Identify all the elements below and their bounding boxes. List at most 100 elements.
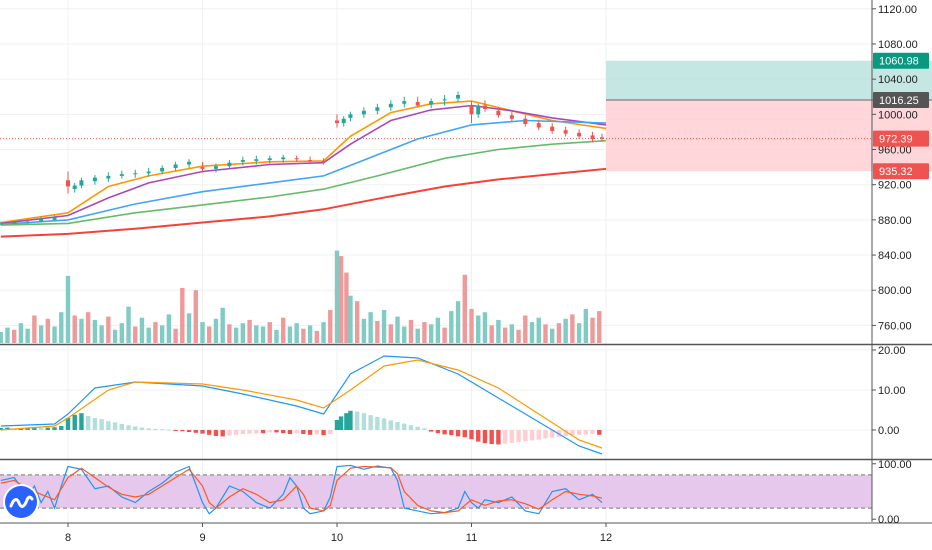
macd-histogram-bar xyxy=(509,430,515,443)
tradingview-logo-icon[interactable] xyxy=(5,486,37,518)
stoch-line xyxy=(0,465,603,514)
volume-bar xyxy=(536,317,541,343)
macd-histogram-bar xyxy=(402,423,407,430)
volume-bar xyxy=(529,322,535,343)
candle-body xyxy=(66,180,70,187)
macd-line xyxy=(0,355,603,455)
volume-bar xyxy=(5,327,10,343)
candle-body xyxy=(92,177,97,182)
candlesticks xyxy=(0,91,604,226)
macd-histogram-bar xyxy=(193,430,198,433)
volume-bar xyxy=(563,318,568,343)
volume-bar xyxy=(354,301,360,343)
volume-bar xyxy=(173,328,178,343)
volume-bar xyxy=(85,312,91,343)
macd-histogram-bar xyxy=(254,430,259,434)
macd-histogram-bar xyxy=(415,426,420,430)
volume-bar xyxy=(402,326,407,343)
volume-bar xyxy=(166,314,172,343)
candle-body xyxy=(146,171,151,174)
volume-bar xyxy=(435,317,441,343)
time-tick-label: 10 xyxy=(331,532,343,544)
candle-body xyxy=(469,105,474,115)
macd-histogram-bar xyxy=(274,430,279,433)
candle-body xyxy=(160,167,165,172)
volume-bar xyxy=(590,317,595,343)
volume-bar xyxy=(328,310,333,343)
candle-body xyxy=(308,160,313,162)
volume-bar xyxy=(227,324,232,343)
candle-body xyxy=(133,173,138,175)
volume-bar xyxy=(523,315,528,343)
candle-body xyxy=(442,99,447,101)
macd-histogram-bar xyxy=(139,427,145,430)
macd-histogram-bar xyxy=(220,430,225,437)
time-tick-label: 11 xyxy=(466,532,477,544)
macd-tick-label: 10.00 xyxy=(878,385,906,397)
stoch-band xyxy=(0,474,872,509)
macd-histogram-bar xyxy=(529,430,535,441)
macd-histogram-bar xyxy=(159,429,165,431)
candle-body xyxy=(476,105,481,115)
volume-bar xyxy=(597,311,602,343)
volume-bar xyxy=(442,327,447,343)
volume-bar xyxy=(240,323,246,343)
candle-body xyxy=(187,161,192,165)
candle-body xyxy=(52,217,57,220)
candle-body xyxy=(341,118,346,124)
macd-histogram-bar xyxy=(301,430,306,434)
stoch-line xyxy=(0,464,603,515)
macd-histogram-bar xyxy=(106,421,111,430)
macd-histogram-bar xyxy=(469,430,474,440)
macd-histogram-bar xyxy=(368,415,373,430)
candle-body xyxy=(523,118,528,125)
macd-histogram-bar xyxy=(5,427,10,430)
macd-histogram-bar xyxy=(45,427,51,430)
candle-body xyxy=(402,101,407,104)
price-tick-label: 800.00 xyxy=(878,285,912,297)
macd-histogram-bar xyxy=(334,420,340,430)
macd-histogram-bar xyxy=(287,430,293,434)
candle-body xyxy=(550,126,555,132)
volume-bar xyxy=(375,321,380,343)
volume-bar xyxy=(368,312,373,343)
volume-bar xyxy=(59,312,64,343)
macd-histogram-bar xyxy=(570,430,575,436)
stop-price-badge-box xyxy=(873,163,929,180)
volume-bar xyxy=(180,288,185,343)
macd-histogram-bar xyxy=(361,413,367,430)
volume-bar xyxy=(0,332,3,343)
volume-bar xyxy=(301,328,306,343)
volume-bar xyxy=(153,322,158,343)
macd-histogram-bar xyxy=(321,430,326,436)
volume-bar xyxy=(25,328,30,343)
macd-histogram-bar xyxy=(338,416,344,430)
macd-histogram-bar xyxy=(428,430,434,432)
candle-body xyxy=(563,130,568,134)
volume-bar xyxy=(469,308,474,343)
volume-bar xyxy=(281,317,286,343)
macd-histogram-bar xyxy=(213,430,219,436)
candle-body xyxy=(375,107,380,111)
moving-average-line xyxy=(0,100,607,224)
volume-bar xyxy=(489,325,494,343)
panel-separators[interactable] xyxy=(0,343,932,461)
volume-bar xyxy=(338,256,344,343)
moving-average-line xyxy=(0,104,607,225)
price-tick-label: 760.00 xyxy=(878,320,912,332)
volume-bar xyxy=(415,328,420,343)
volume-bar xyxy=(361,318,367,343)
macd-histogram-bar xyxy=(281,430,286,434)
macd-histogram-bar xyxy=(476,430,481,442)
macd-histogram-bar xyxy=(65,418,71,430)
candle-body xyxy=(577,132,582,137)
macd-histogram-bar xyxy=(482,430,488,444)
volume-bars xyxy=(0,250,602,343)
macd-histogram-bar xyxy=(314,430,320,435)
candle-body xyxy=(254,159,259,161)
volume-bar xyxy=(321,322,326,343)
macd-histogram-bar xyxy=(79,413,84,430)
macd-histogram-bar xyxy=(576,430,582,435)
volume-bar xyxy=(233,327,239,343)
volume-bar xyxy=(72,315,77,343)
